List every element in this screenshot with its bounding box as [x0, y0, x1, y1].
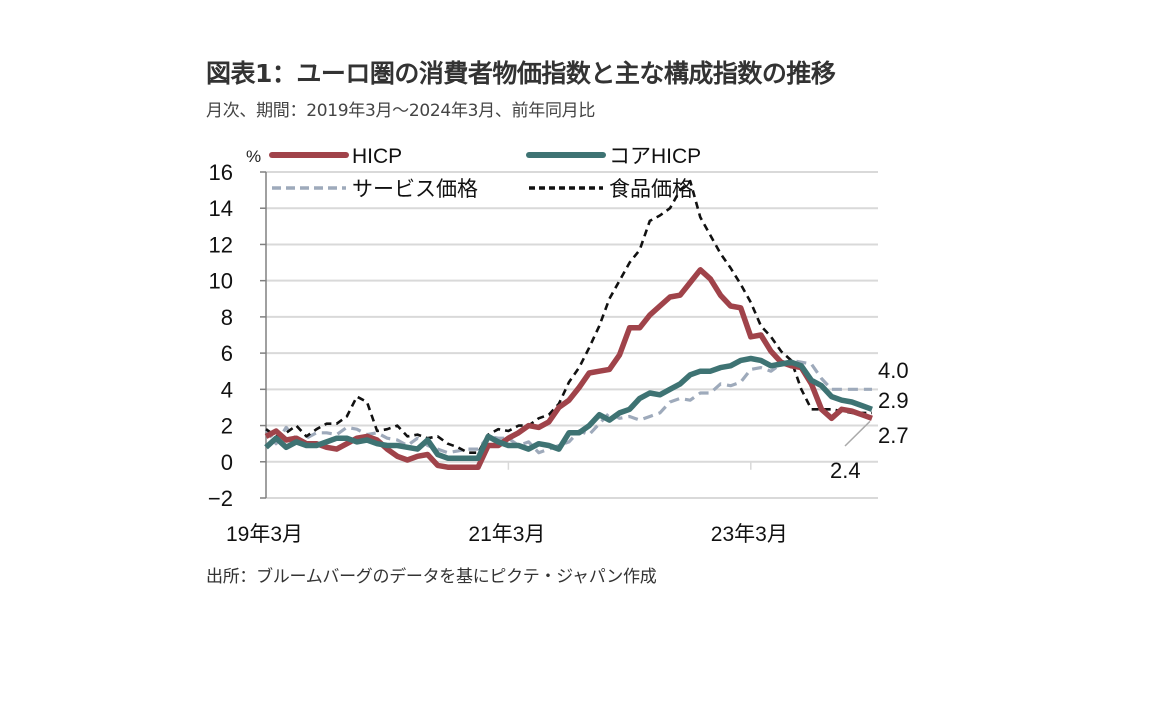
gridlines [266, 171, 878, 499]
chart-title: 図表1：ユーロ圏の消費者物価指数と主な構成指数の推移 [206, 59, 836, 88]
legend-item-services: サービス価格 [272, 178, 478, 201]
legend-item-food: 食品価格 [529, 178, 693, 201]
y-axis-unit-label: % [246, 147, 261, 166]
legend-label: サービス価格 [352, 178, 478, 201]
x-tick-label: 21年3月 [468, 523, 545, 546]
x-tick-label: 23年3月 [711, 523, 788, 546]
y-tick-label: 14 [209, 196, 233, 221]
y-tick-label: 2 [221, 414, 233, 439]
end-label-core: 2.9 [878, 388, 909, 413]
y-tick-label: 10 [209, 269, 233, 294]
y-tick-label: 0 [221, 450, 233, 475]
legend: HICP コアHICP サービス価格 食品価格 [269, 145, 701, 201]
chart-subtitle: 月次、期間：2019年3月～2024年3月、前年同月比 [206, 101, 596, 121]
end-label-hicp: 2.4 [830, 458, 861, 483]
leader-line-hicp [844, 420, 871, 447]
series-lines [264, 179, 873, 470]
legend-item-core: コアHICP [526, 145, 701, 168]
series-line-hicp [264, 267, 873, 470]
end-label-services: 4.0 [878, 358, 909, 383]
y-tick-label: 12 [209, 232, 233, 257]
legend-item-hicp: HICP [269, 145, 402, 168]
end-value-labels: 4.0 2.9 2.7 2.4 [830, 358, 909, 483]
series-line-core [264, 355, 873, 461]
series-line-food [265, 179, 872, 455]
legend-label: コアHICP [609, 145, 701, 168]
legend-label: HICP [352, 145, 402, 168]
x-tick-labels: 19年3月 21年3月 23年3月 [226, 523, 788, 546]
y-tick-label: 16 [209, 160, 233, 185]
end-label-food: 2.7 [878, 423, 909, 448]
y-tick-label: 6 [221, 341, 233, 366]
source-note: 出所：ブルームバーグのデータを基にピクテ・ジャパン作成 [206, 567, 657, 587]
y-tick-label: −2 [208, 486, 233, 511]
y-tick-labels: −2 0 2 4 6 8 10 12 14 16 [208, 160, 233, 511]
y-tick-label: 4 [221, 377, 233, 402]
legend-label: 食品価格 [609, 178, 693, 201]
x-tick-label: 19年3月 [226, 523, 303, 546]
y-tick-label: 8 [221, 305, 233, 330]
